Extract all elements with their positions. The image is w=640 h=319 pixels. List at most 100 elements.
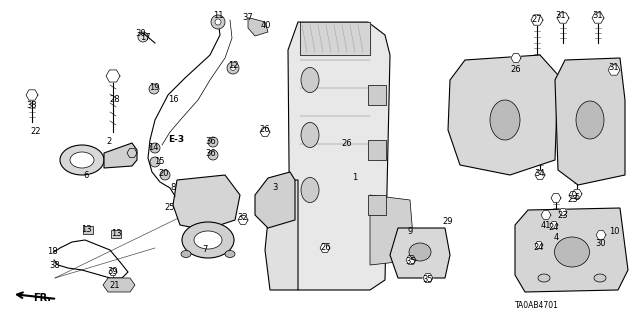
Polygon shape [592, 13, 604, 23]
Text: 14: 14 [148, 144, 158, 152]
Ellipse shape [225, 250, 235, 257]
Polygon shape [255, 172, 295, 228]
Text: 24: 24 [548, 224, 559, 233]
Text: 26: 26 [342, 138, 352, 147]
Text: 13: 13 [111, 228, 122, 238]
Polygon shape [320, 244, 330, 252]
Text: 36: 36 [205, 149, 216, 158]
Text: 13: 13 [81, 226, 92, 234]
Text: 18: 18 [47, 248, 58, 256]
Polygon shape [535, 171, 545, 179]
Text: 15: 15 [154, 158, 164, 167]
Text: 28: 28 [109, 94, 120, 103]
Text: 2: 2 [106, 137, 111, 145]
Text: 29: 29 [443, 217, 453, 226]
Text: 16: 16 [168, 95, 179, 105]
Text: 30: 30 [596, 239, 606, 248]
Ellipse shape [554, 237, 589, 267]
Ellipse shape [576, 101, 604, 139]
Circle shape [211, 15, 225, 29]
Text: 6: 6 [83, 170, 89, 180]
Polygon shape [173, 175, 240, 230]
Text: 12: 12 [228, 62, 238, 70]
Ellipse shape [182, 222, 234, 258]
Polygon shape [26, 90, 38, 100]
Polygon shape [569, 191, 577, 198]
Ellipse shape [60, 145, 104, 175]
Text: 23: 23 [557, 211, 568, 219]
Circle shape [215, 19, 221, 25]
Text: 19: 19 [148, 83, 159, 92]
Polygon shape [106, 70, 120, 82]
Ellipse shape [594, 274, 606, 282]
Text: 31: 31 [556, 11, 566, 20]
Text: 1: 1 [353, 174, 358, 182]
Polygon shape [300, 22, 370, 55]
Ellipse shape [301, 177, 319, 203]
Text: 17: 17 [140, 33, 150, 41]
Text: 20: 20 [159, 169, 169, 179]
Ellipse shape [70, 152, 94, 168]
Polygon shape [265, 180, 298, 290]
Text: 3: 3 [272, 182, 278, 191]
Polygon shape [531, 15, 543, 25]
Circle shape [208, 150, 218, 160]
Polygon shape [572, 190, 582, 198]
Polygon shape [288, 22, 390, 290]
Polygon shape [550, 221, 558, 228]
Text: 31: 31 [609, 63, 620, 72]
Text: 36: 36 [205, 137, 216, 145]
Polygon shape [551, 194, 561, 202]
Polygon shape [559, 209, 567, 215]
Text: 11: 11 [212, 11, 223, 20]
Bar [368, 195, 386, 215]
Circle shape [208, 137, 218, 147]
Text: 41: 41 [541, 220, 551, 229]
Text: 26: 26 [260, 125, 270, 135]
Text: 24: 24 [534, 243, 544, 253]
Text: 30: 30 [136, 28, 147, 38]
Polygon shape [248, 18, 268, 36]
Ellipse shape [538, 274, 550, 282]
Text: 34: 34 [534, 168, 545, 177]
Bar [111, 230, 121, 238]
Text: 26: 26 [321, 242, 332, 251]
Circle shape [150, 143, 160, 153]
Polygon shape [535, 241, 543, 249]
Ellipse shape [181, 250, 191, 257]
Bar [83, 226, 93, 234]
Text: 7: 7 [202, 244, 208, 254]
Text: 22: 22 [31, 128, 41, 137]
Bar [368, 140, 386, 160]
Polygon shape [423, 274, 433, 282]
Polygon shape [448, 55, 558, 175]
Text: 32: 32 [237, 213, 248, 222]
Ellipse shape [301, 68, 319, 93]
Polygon shape [406, 256, 416, 264]
Ellipse shape [409, 243, 431, 261]
Text: 27: 27 [532, 14, 542, 24]
Text: 26: 26 [511, 65, 522, 75]
Ellipse shape [490, 100, 520, 140]
Circle shape [138, 32, 148, 42]
Polygon shape [238, 216, 248, 224]
Text: 31: 31 [593, 11, 604, 20]
Text: 21: 21 [109, 280, 120, 290]
Polygon shape [511, 54, 521, 62]
Circle shape [230, 65, 236, 70]
Text: 5: 5 [574, 192, 580, 202]
Polygon shape [103, 278, 135, 292]
Text: E-3: E-3 [168, 136, 184, 145]
Polygon shape [127, 149, 137, 157]
Text: FR.: FR. [33, 293, 51, 303]
Polygon shape [109, 269, 117, 276]
Polygon shape [596, 231, 606, 239]
Ellipse shape [194, 231, 222, 249]
Text: 10: 10 [609, 227, 620, 236]
Polygon shape [260, 128, 270, 136]
Text: 39: 39 [108, 266, 118, 276]
Polygon shape [515, 208, 628, 292]
Circle shape [160, 170, 170, 180]
Polygon shape [104, 143, 137, 168]
Text: 8: 8 [170, 182, 176, 191]
